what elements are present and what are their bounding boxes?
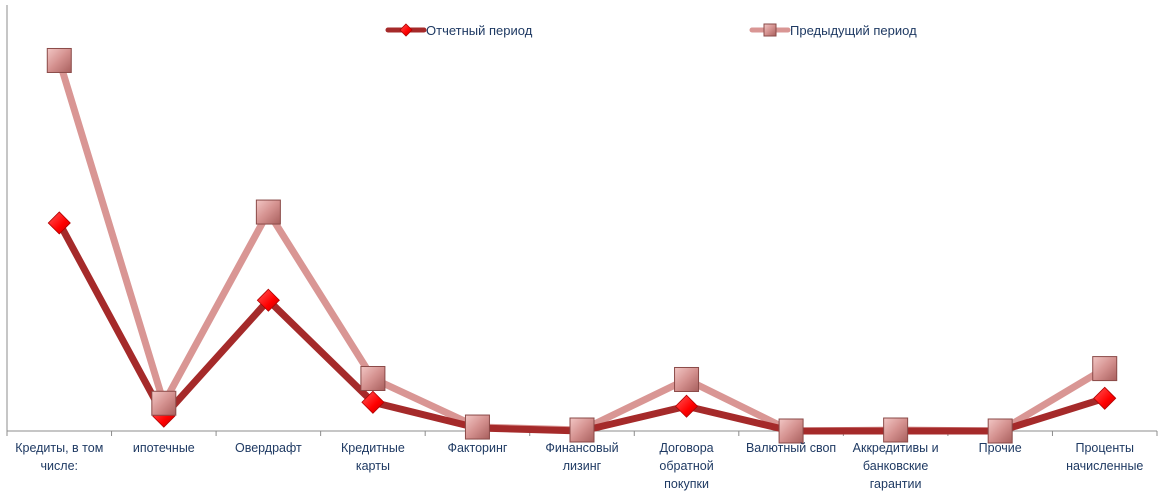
- data-point: [569, 417, 595, 443]
- x-tick-label: Прочие: [979, 441, 1022, 455]
- x-tick-label: Аккредитивы и банковские гарантии: [853, 441, 939, 491]
- legend: Отчетный период Предыдущий период: [385, 23, 917, 38]
- data-point: [883, 417, 909, 443]
- series-line: [55, 56, 1109, 435]
- data-point: [255, 199, 281, 225]
- x-tick-label: Овердрафт: [235, 441, 302, 455]
- data-point: [399, 23, 413, 37]
- x-tick-label: Валютный своп: [746, 441, 836, 455]
- x-tick-label: Финансовый лизинг: [545, 441, 618, 473]
- data-point: [987, 418, 1013, 444]
- data-point: [360, 365, 386, 391]
- series-layer: [46, 47, 1118, 444]
- x-tick-label: Договора обратной покупки: [659, 441, 713, 491]
- data-point: [464, 414, 490, 440]
- data-point: [47, 211, 71, 235]
- x-tick-label: Кредитные карты: [341, 441, 405, 473]
- data-point: [46, 47, 72, 73]
- data-point: [151, 390, 177, 416]
- data-point: [361, 390, 385, 414]
- legend-label: Предыдущий период: [790, 23, 917, 38]
- x-tick-label: ипотечные: [133, 441, 195, 455]
- data-point: [1093, 386, 1117, 410]
- data-point: [1092, 356, 1118, 382]
- series-line: [55, 219, 1109, 435]
- x-tick-label: Кредиты, в том числе:: [15, 441, 103, 473]
- data-point: [674, 366, 700, 392]
- x-tick-label: Проценты начисленные: [1066, 441, 1143, 473]
- x-tick-label: Факторинг: [447, 441, 507, 455]
- data-point: [256, 288, 280, 312]
- data-point: [763, 23, 777, 37]
- legend-label: Отчетный период: [426, 23, 533, 38]
- x-axis-labels: Кредиты, в том числе: ипотечные Овердрафт Кр…: [15, 441, 1143, 491]
- data-point: [778, 418, 804, 444]
- data-point: [674, 394, 699, 418]
